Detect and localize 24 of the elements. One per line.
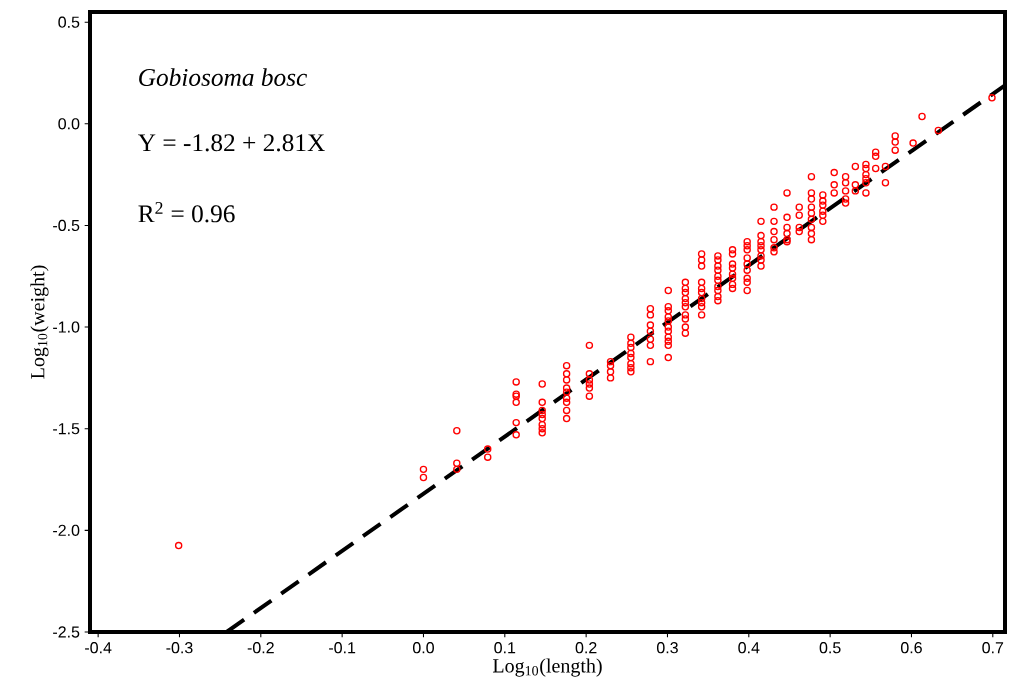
y-axis-title: Log$_{10}$(weight) — [30, 265, 49, 379]
annotation: Y = -1.82 + 2.81X — [138, 134, 325, 152]
x-tick-label: 0.6 — [900, 642, 922, 654]
x-tick-label: -0.1 — [329, 642, 356, 654]
x-tick-label: 0.3 — [656, 642, 678, 654]
y-tick-label: 0.5 — [58, 16, 80, 28]
y-tick-label: -1.5 — [53, 423, 80, 435]
x-tick-label: -0.3 — [166, 642, 193, 654]
x-tick-label: 0.2 — [575, 642, 597, 654]
y-tick-label: -0.5 — [53, 219, 80, 232]
x-axis-title: Log$_{10}$(length) — [492, 658, 602, 677]
x-tick-label: -0.4 — [85, 642, 112, 654]
x-tick-label: -0.2 — [247, 642, 274, 654]
y-tick-label: 0.0 — [58, 118, 80, 130]
x-tick-label: 0.5 — [819, 642, 841, 654]
x-tick-label: 0.0 — [412, 642, 434, 654]
y-tick-label: -2.0 — [53, 524, 80, 536]
y-tick-label: -2.5 — [53, 626, 80, 638]
y-tick-label: -1.0 — [53, 321, 80, 333]
annotation: R$^{2}$ = 0.96 — [138, 202, 235, 223]
annotation: Gobiosoma bosc — [139, 68, 308, 86]
x-tick-label: 0.7 — [982, 642, 1004, 654]
x-tick-label: 0.1 — [494, 642, 516, 654]
x-tick-label: 0.4 — [738, 642, 760, 654]
